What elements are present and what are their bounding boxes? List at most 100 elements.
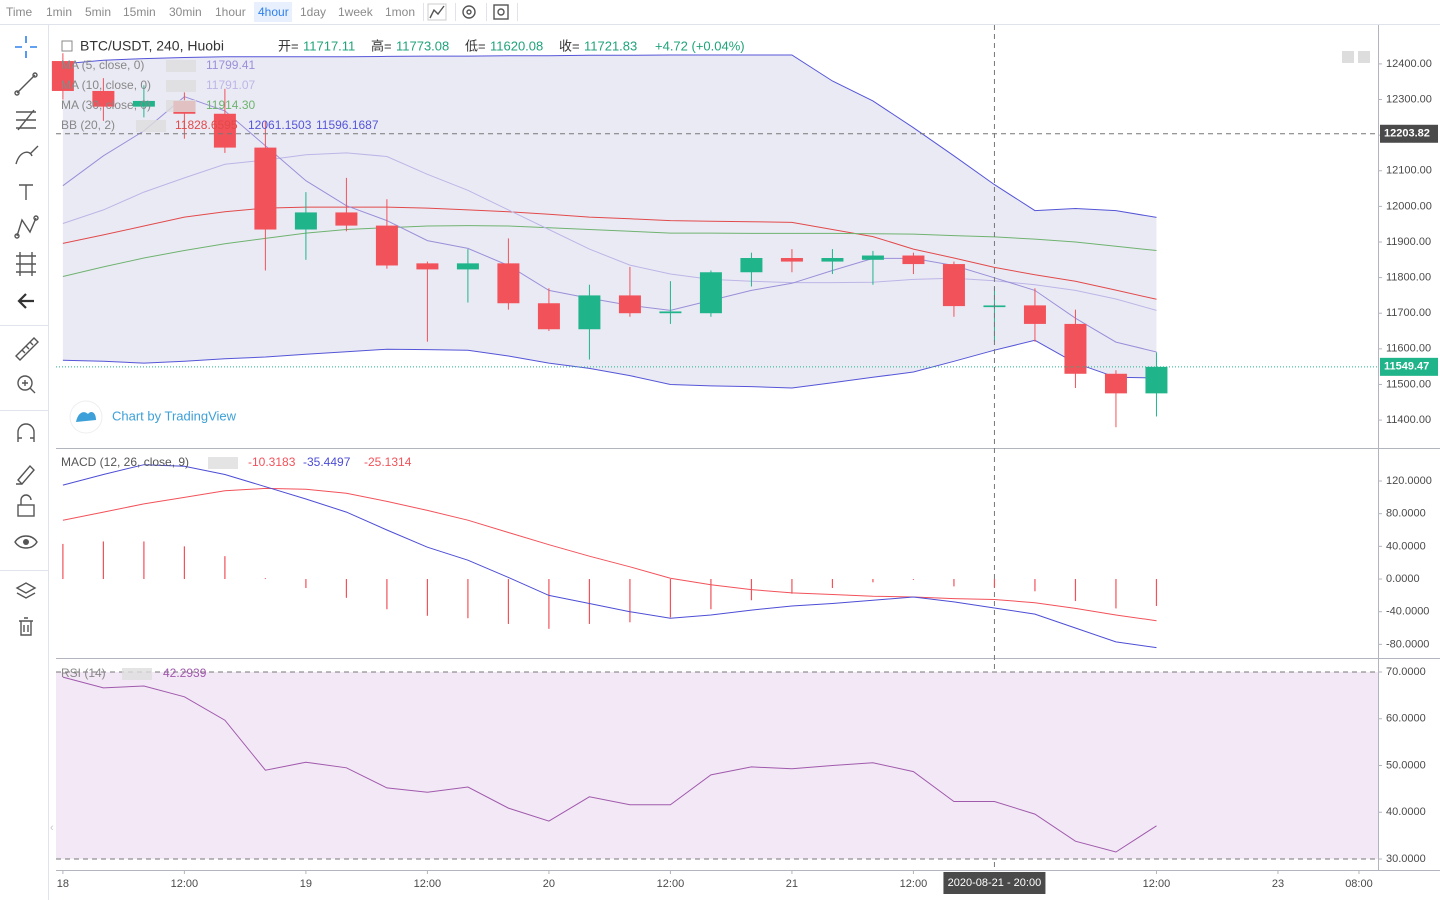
candle-body [1145, 366, 1168, 394]
lock-tool[interactable] [17, 494, 35, 517]
open-label: 开= [278, 38, 299, 53]
crosshair-price-label: 12203.82 [1384, 128, 1430, 140]
candle-body [213, 113, 236, 148]
y-tick-label: 12400.00 [1386, 58, 1432, 70]
x-tick-label: 20 [543, 878, 555, 890]
candle-body [780, 258, 803, 262]
stay-drawing-tool[interactable] [16, 464, 35, 486]
interval-button[interactable]: 1day [300, 5, 326, 19]
x-tick-label: 12:00 [414, 878, 442, 890]
legend-name: BB (20, 2) [61, 118, 115, 132]
legend-toggle[interactable] [61, 40, 73, 52]
y-tick-label: 30.0000 [1386, 853, 1426, 865]
zoom-tool[interactable] [17, 375, 36, 394]
legend-buttons[interactable] [136, 120, 166, 132]
y-tick-label: 70.0000 [1386, 666, 1426, 678]
visibility-tool[interactable] [14, 535, 38, 549]
candle-body [456, 263, 479, 270]
x-tick-label: 18 [57, 878, 69, 890]
top-toolbar [0, 0, 1440, 24]
x-tick-label: 21 [786, 878, 798, 890]
snapshot-button[interactable] [493, 4, 509, 20]
signal-line [62, 487, 1157, 622]
text-tool[interactable] [19, 184, 33, 200]
bb-upper [62, 54, 1157, 218]
pane-button[interactable] [1358, 51, 1370, 63]
open-value: 11717.11 [303, 38, 355, 53]
layers-tool[interactable] [15, 582, 37, 599]
magnet-tool[interactable] [17, 423, 35, 442]
moving-average [62, 96, 1157, 353]
rsi-band [56, 671, 1378, 860]
legend-name: RSI (14) [61, 666, 106, 680]
candle-body [497, 263, 520, 304]
interval-button[interactable]: 15min [123, 5, 156, 19]
low-value: 11620.08 [490, 38, 543, 53]
interval-button[interactable]: 30min [169, 5, 202, 19]
y-tick-label: 12300.00 [1386, 93, 1432, 105]
indicator-button[interactable] [427, 3, 447, 21]
candle-body [618, 295, 641, 314]
legend-value: -10.3183 [248, 455, 296, 469]
crosshair-time-label: 2020-08-21 - 20:00 [948, 877, 1042, 889]
moving-average [62, 152, 1157, 311]
candle-body [578, 295, 601, 330]
prediction-tool[interactable] [16, 252, 36, 276]
interval-buttons: Time 1min 5min 15min 30min 1hour 4hour 1day 1wee… [6, 2, 415, 22]
trend-line-tool[interactable] [14, 72, 38, 96]
fib-tool[interactable] [16, 109, 36, 131]
crosshair-time-tag [943, 872, 1046, 894]
candle-body [902, 255, 925, 265]
symbol: BTC/USDT, 240, Huobi [80, 38, 224, 54]
legend-buttons[interactable] [122, 668, 152, 680]
last-price-label: 11549.47 [1384, 361, 1429, 373]
indicator-legends: MA (5, close, 0) 11799.41 MA (10, close, 0… [61, 58, 412, 680]
legend-buttons[interactable] [166, 100, 196, 112]
interval-button[interactable]: 1mon [385, 5, 415, 19]
y-tick-label: 11800.00 [1386, 272, 1431, 284]
x-tick-label: 19 [300, 878, 312, 890]
y-tick-label: 12100.00 [1386, 165, 1432, 177]
macd-line [62, 464, 1157, 649]
back-tool[interactable] [17, 293, 34, 309]
y-tick-label: 0.0000 [1386, 573, 1420, 585]
measure-tool[interactable] [15, 337, 39, 361]
legend-value: 11799.41 [206, 58, 255, 72]
candle-body [1064, 323, 1087, 374]
pattern-tool[interactable] [14, 215, 39, 239]
y-tick-label: 40.0000 [1386, 540, 1426, 552]
collapse-arrow[interactable]: ‹ [50, 822, 54, 834]
y-tick-label: 80.0000 [1386, 508, 1426, 520]
legend-value: 11596.1687 [316, 118, 379, 132]
pane-button[interactable] [1342, 51, 1354, 63]
legend-buttons[interactable] [208, 457, 238, 469]
candle-body [51, 61, 74, 91]
candle-body [942, 264, 965, 307]
delete-tool[interactable] [19, 617, 33, 636]
close-label: 收= [559, 38, 580, 53]
interval-button[interactable]: 4hour [258, 5, 289, 19]
legend-buttons[interactable] [166, 60, 196, 72]
interval-button[interactable]: 1min [46, 5, 72, 19]
brush-tool[interactable] [15, 145, 39, 165]
settings-button[interactable] [462, 5, 476, 19]
y-tick-label: 50.0000 [1386, 759, 1426, 771]
interval-button[interactable]: Time [6, 5, 33, 19]
candle-body [375, 225, 398, 266]
y-tick-label: 11400.00 [1386, 414, 1431, 426]
legend-buttons[interactable] [166, 80, 196, 92]
crosshair-tool[interactable] [15, 36, 37, 58]
interval-button[interactable]: 5min [85, 5, 111, 19]
y-tick-label: -40.0000 [1386, 606, 1429, 618]
bb-lower [62, 339, 1157, 389]
candle-body [1104, 373, 1127, 394]
legend-value: 12061.1503 [248, 118, 312, 132]
legend-name: MACD (12, 26, close, 9) [61, 455, 189, 469]
interval-button[interactable]: 1week [338, 5, 374, 19]
candle-body [416, 263, 439, 270]
interval-button[interactable]: 1hour [215, 5, 246, 19]
legend-name: MA (10, close, 0) [61, 78, 151, 92]
legend-value: -25.1314 [364, 455, 412, 469]
legend-value: 11828.6595 [175, 118, 238, 132]
